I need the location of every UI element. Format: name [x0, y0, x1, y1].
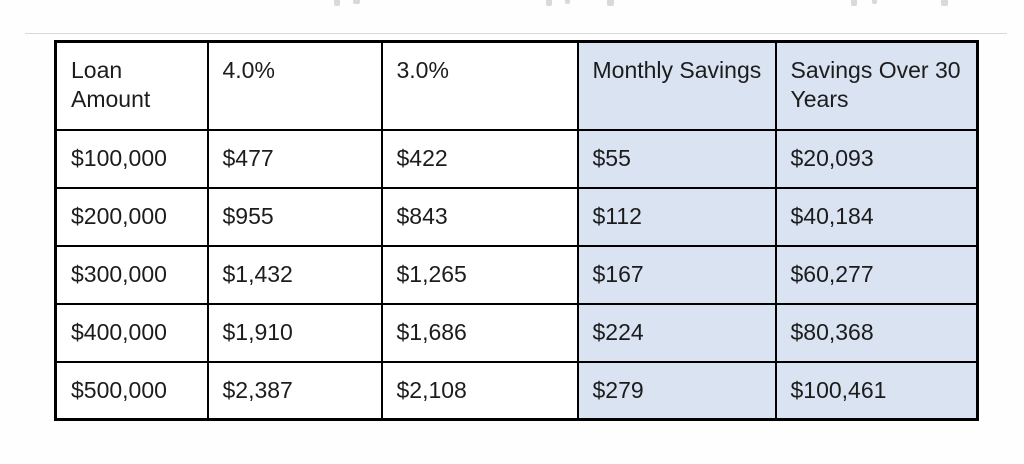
header-cell-rate-4-0: 4.0% [206, 40, 383, 131]
table-cell-loan-amount: $200,000 [54, 186, 209, 247]
table-cell-savings-30-years: $20,093 [774, 128, 979, 189]
table-cell-payment-4-0: $1,910 [206, 302, 383, 363]
table-cell-payment-4-0: $2,387 [206, 360, 383, 421]
table-cell-savings-30-years: $80,368 [774, 302, 979, 363]
table-cell-loan-amount: $400,000 [54, 302, 209, 363]
header-cell-savings-30-years: Savings Over 30 Years [774, 40, 979, 131]
table-cell-payment-3-0: $843 [380, 186, 579, 247]
table-cell-monthly-savings: $167 [576, 244, 777, 305]
table-row: $400,000 $1,910 $1,686 $224 $80,368 [54, 302, 979, 363]
table-cell-payment-4-0: $477 [206, 128, 383, 189]
cropped-text-artifact [546, 0, 552, 6]
cropped-text-artifact [607, 0, 614, 6]
cropped-text-artifact [872, 0, 877, 4]
cropped-text-artifact [565, 0, 570, 4]
table-row: $300,000 $1,432 $1,265 $167 $60,277 [54, 244, 979, 305]
table-cell-payment-3-0: $2,108 [380, 360, 579, 421]
table-header-row: Loan Amount 4.0% 3.0% Monthly Savings Sa… [54, 40, 979, 131]
header-cell-rate-3-0: 3.0% [380, 40, 579, 131]
table-cell-monthly-savings: $279 [576, 360, 777, 421]
table-cell-savings-30-years: $40,184 [774, 186, 979, 247]
table-cell-payment-3-0: $1,686 [380, 302, 579, 363]
table-cell-payment-4-0: $955 [206, 186, 383, 247]
table-cell-loan-amount: $100,000 [54, 128, 209, 189]
table-cell-payment-4-0: $1,432 [206, 244, 383, 305]
cropped-text-artifact [334, 0, 340, 6]
table-cell-loan-amount: $300,000 [54, 244, 209, 305]
header-cell-monthly-savings: Monthly Savings [576, 40, 777, 131]
table-row: $200,000 $955 $843 $112 $40,184 [54, 186, 979, 247]
cropped-text-artifact [851, 0, 857, 6]
page-divider-line [25, 33, 1007, 34]
table-row: $100,000 $477 $422 $55 $20,093 [54, 128, 979, 189]
header-cell-loan-amount: Loan Amount [54, 40, 209, 131]
table-cell-loan-amount: $500,000 [54, 360, 209, 421]
table-cell-savings-30-years: $100,461 [774, 360, 979, 421]
cropped-text-artifact [353, 0, 360, 4]
cropped-text-artifact [941, 0, 948, 6]
table-row: $500,000 $2,387 $2,108 $279 $100,461 [54, 360, 979, 421]
table-cell-monthly-savings: $55 [576, 128, 777, 189]
table-cell-payment-3-0: $422 [380, 128, 579, 189]
table-cell-monthly-savings: $224 [576, 302, 777, 363]
table-cell-monthly-savings: $112 [576, 186, 777, 247]
table-cell-payment-3-0: $1,265 [380, 244, 579, 305]
table-cell-savings-30-years: $60,277 [774, 244, 979, 305]
loan-savings-table: Loan Amount 4.0% 3.0% Monthly Savings Sa… [54, 40, 979, 421]
